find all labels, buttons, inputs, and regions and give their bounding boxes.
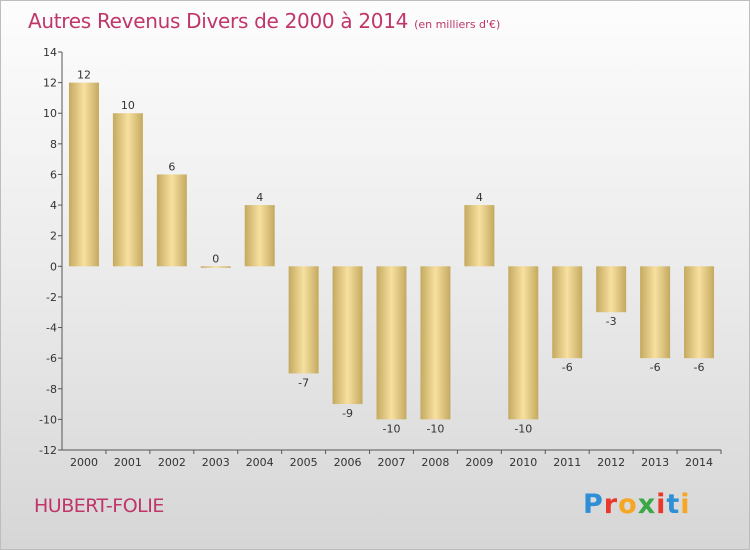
title-row: Autres Revenus Divers de 2000 à 2014 (en … — [28, 9, 500, 33]
bar-2004 — [244, 205, 275, 267]
x-tick-label: 2009 — [465, 456, 493, 469]
x-tick-label: 2006 — [334, 456, 362, 469]
bar-2006 — [332, 266, 363, 405]
bar-2014 — [684, 266, 715, 359]
bar-2009 — [464, 205, 495, 267]
x-tick-label: 2014 — [685, 456, 713, 469]
bar-2012 — [596, 266, 627, 313]
proxiti-logo: Proxiti — [583, 489, 691, 520]
bar-2002 — [156, 174, 187, 267]
value-label: 10 — [121, 99, 135, 112]
logo-letter: i — [656, 489, 667, 520]
value-label: -10 — [514, 422, 532, 435]
y-tick-label: 14 — [43, 46, 57, 59]
y-tick-label: 8 — [50, 138, 57, 151]
y-tick-label: -6 — [46, 352, 57, 365]
y-tick-label: -12 — [39, 444, 57, 457]
y-tick-label: 2 — [50, 230, 57, 243]
logo-letter: r — [603, 489, 619, 520]
logo-letter: P — [583, 489, 604, 520]
logo-letter: t — [666, 489, 681, 520]
y-tick-label: -10 — [39, 413, 57, 426]
y-tick-label: 10 — [43, 107, 57, 120]
x-tick-label: 2007 — [378, 456, 406, 469]
bar-2013 — [640, 266, 671, 359]
value-label: 4 — [256, 191, 263, 204]
bar-2001 — [112, 113, 143, 267]
bars-layer — [68, 82, 715, 420]
value-label: -6 — [650, 361, 661, 374]
x-tick-label: 2000 — [70, 456, 98, 469]
bar-2005 — [288, 266, 319, 374]
bar-2000 — [68, 82, 99, 267]
x-tick-label: 2004 — [246, 456, 274, 469]
value-label: -3 — [606, 315, 617, 328]
bar-2007 — [376, 266, 407, 420]
chart-subtitle: (en milliers d'€) — [414, 18, 501, 31]
value-label: -10 — [426, 422, 444, 435]
bar-2010 — [508, 266, 539, 420]
y-tick-label: 4 — [50, 199, 57, 212]
labels-layer: 12 10 6 0 4 -7 -9 -10 -10 4 -10 -6 -3 -6 -6 — [77, 69, 705, 436]
x-tick-label: 2001 — [114, 456, 142, 469]
y-tick-label: 12 — [43, 77, 57, 90]
axis-layer: -12 -10 -8 -6 -4 -2 0 2 4 6 8 10 12 14 2000 2001 2002 200… — [39, 46, 722, 469]
bar-2011 — [552, 266, 583, 359]
chart-title: Autres Revenus Divers de 2000 à 2014 — [28, 9, 409, 33]
y-tick-label: -4 — [46, 322, 57, 335]
x-tick-label: 2003 — [202, 456, 230, 469]
value-label: -6 — [562, 361, 573, 374]
x-tick-label: 2010 — [509, 456, 537, 469]
bar-2003 — [200, 266, 231, 268]
y-tick-label: 6 — [50, 168, 57, 181]
x-tick-label: 2005 — [290, 456, 318, 469]
value-label: -6 — [694, 361, 705, 374]
value-label: -9 — [342, 407, 353, 420]
value-label: 6 — [168, 160, 175, 173]
logo-letter: x — [637, 489, 657, 520]
x-tick-label: 2013 — [641, 456, 669, 469]
y-tick-label: -2 — [46, 291, 57, 304]
logo-letter: i — [680, 489, 691, 520]
value-label: 12 — [77, 69, 91, 82]
y-tick-label: 0 — [50, 260, 57, 273]
x-tick-label: 2002 — [158, 456, 186, 469]
x-tick-label: 2012 — [597, 456, 625, 469]
y-tick-label: -8 — [46, 383, 57, 396]
value-label: -10 — [383, 422, 401, 435]
value-label: 4 — [476, 191, 483, 204]
value-label: 0 — [212, 252, 219, 265]
value-label: -7 — [298, 376, 309, 389]
x-tick-label: 2008 — [421, 456, 449, 469]
commune-name: HUBERT-FOLIE — [34, 495, 164, 517]
x-tick-label: 2011 — [553, 456, 581, 469]
logo-letter: o — [618, 489, 638, 520]
bar-2008 — [420, 266, 451, 420]
